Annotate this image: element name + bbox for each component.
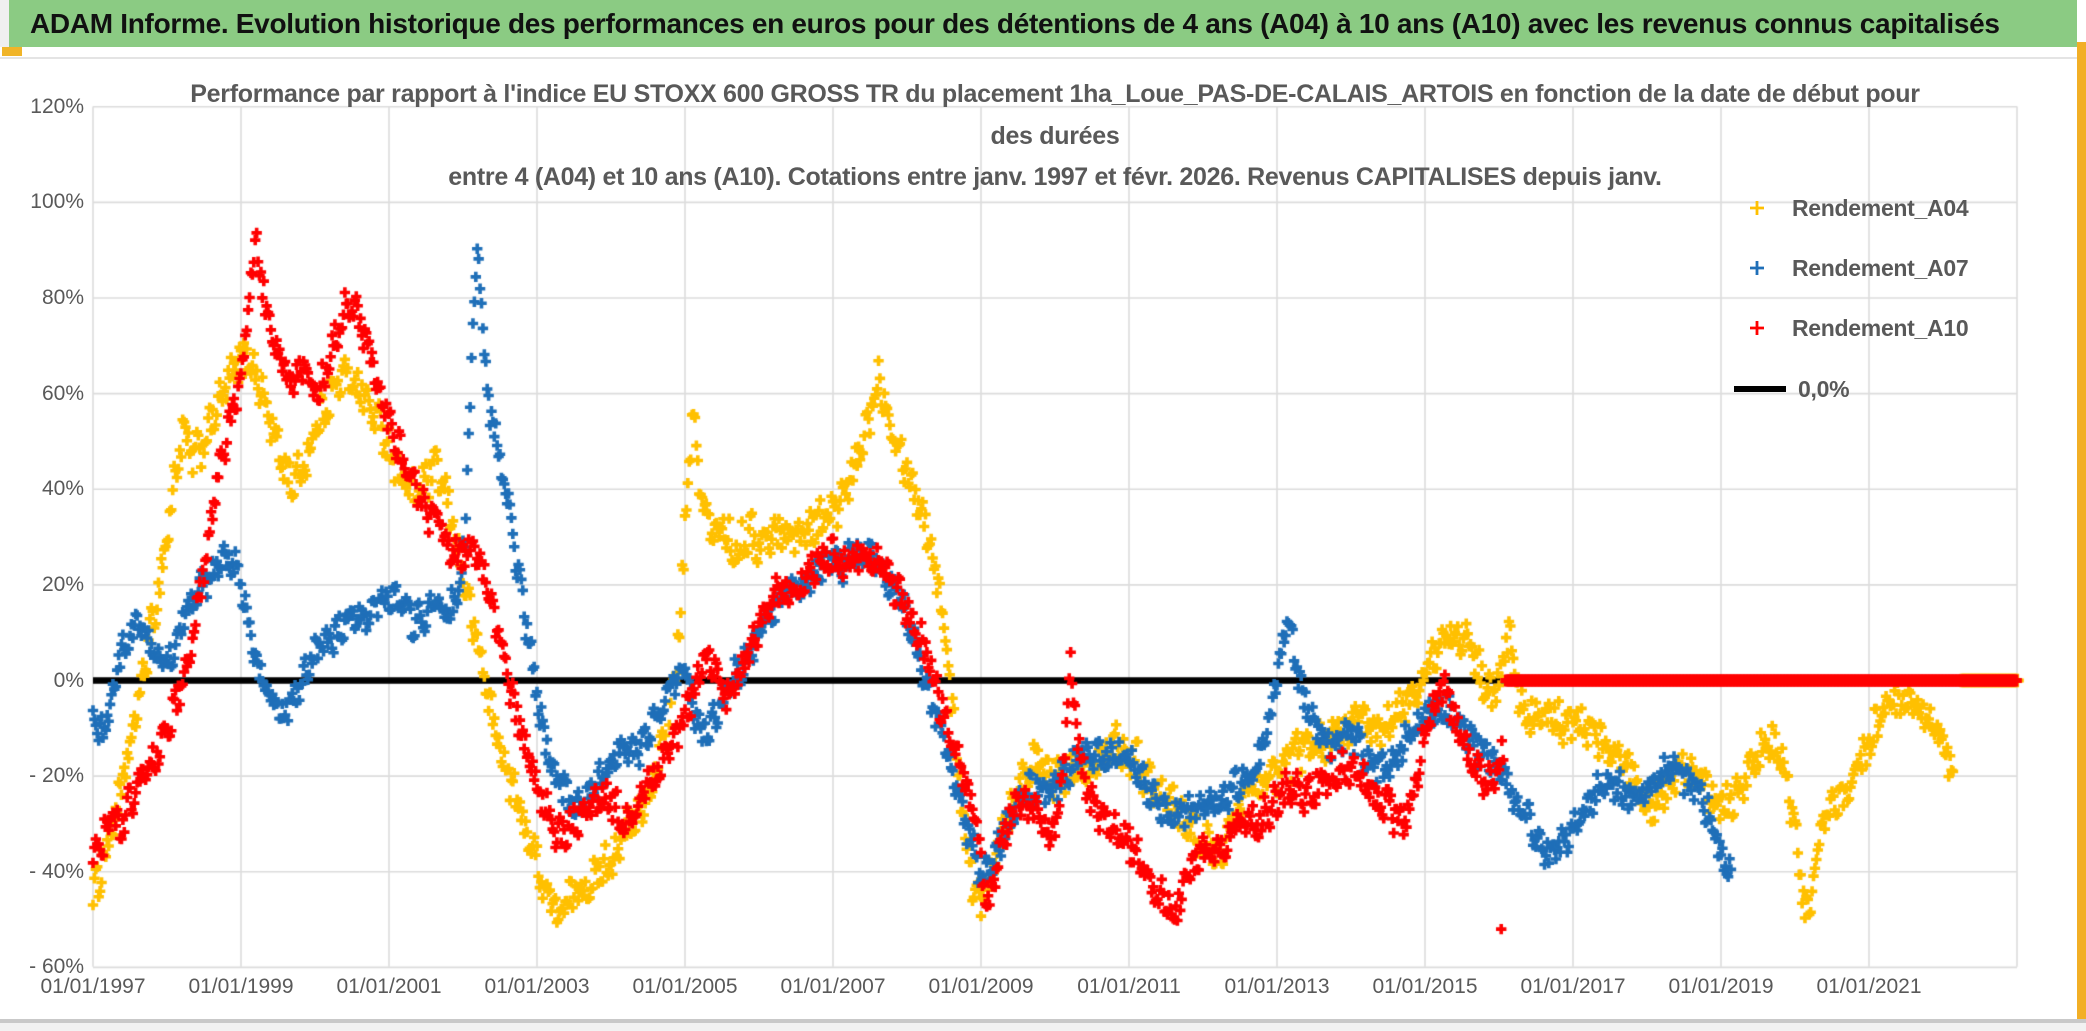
plus-marker-icon: [1750, 201, 1764, 215]
legend-item-rendement-a07: Rendement_A07: [1734, 246, 1969, 290]
plus-marker-icon: [1750, 261, 1764, 275]
x-tick-label: 01/01/2001: [336, 975, 442, 998]
legend-label: Rendement_A04: [1792, 194, 1969, 221]
x-tick-label: 01/01/2009: [928, 975, 1034, 998]
y-tick-label: - 20%: [29, 764, 84, 788]
y-tick-label: 120%: [30, 94, 84, 118]
zero-line-sample: [1734, 386, 1786, 392]
chart-title-line-1: Performance par rapport à l'indice EU ST…: [190, 80, 1920, 108]
y-tick-label: 0%: [53, 668, 84, 692]
legend-label: Rendement_A10: [1792, 314, 1969, 341]
legend-item-rendement-a10: Rendement_A10: [1734, 306, 1969, 350]
legend-item-0-0-: 0,0%: [1734, 367, 1850, 411]
bottom-strip: [0, 1023, 2086, 1031]
plus-marker-icon: [1750, 321, 1764, 335]
y-tick-label: 40%: [41, 477, 84, 501]
bottom-edge-line: [0, 1019, 2086, 1023]
x-tick-label: 01/01/1999: [188, 975, 294, 998]
x-tick-label: 01/01/2013: [1224, 975, 1330, 998]
y-tick-label: - 60%: [29, 955, 84, 979]
x-tick-label: 01/01/2003: [484, 975, 590, 998]
legend-label: Rendement_A07: [1792, 254, 1969, 281]
legend-label: 0,0%: [1798, 375, 1850, 402]
legend-item-rendement-a04: Rendement_A04: [1734, 186, 1969, 230]
y-tick-label: - 40%: [29, 859, 84, 883]
y-tick-label: 100%: [30, 190, 84, 214]
x-tick-label: 01/01/2017: [1520, 975, 1626, 998]
x-tick-label: 01/01/2015: [1372, 975, 1478, 998]
x-tick-label: 01/01/2021: [1816, 975, 1922, 998]
x-tick-label: 01/01/2011: [1077, 975, 1181, 998]
gold-right-border: [2077, 42, 2086, 1021]
y-tick-label: 20%: [41, 572, 84, 596]
x-tick-label: 01/01/2005: [632, 975, 738, 998]
x-tick-label: 01/01/1997: [40, 975, 146, 998]
x-tick-label: 01/01/2007: [780, 975, 886, 998]
y-tick-label: 80%: [41, 286, 84, 310]
x-tick-label: 01/01/2019: [1668, 975, 1774, 998]
chart-title-line-3: entre 4 (A04) et 10 ans (A10). Cotations…: [448, 163, 1662, 191]
chart-title-line-2: des durées: [990, 122, 1120, 150]
y-tick-label: 60%: [41, 381, 84, 405]
